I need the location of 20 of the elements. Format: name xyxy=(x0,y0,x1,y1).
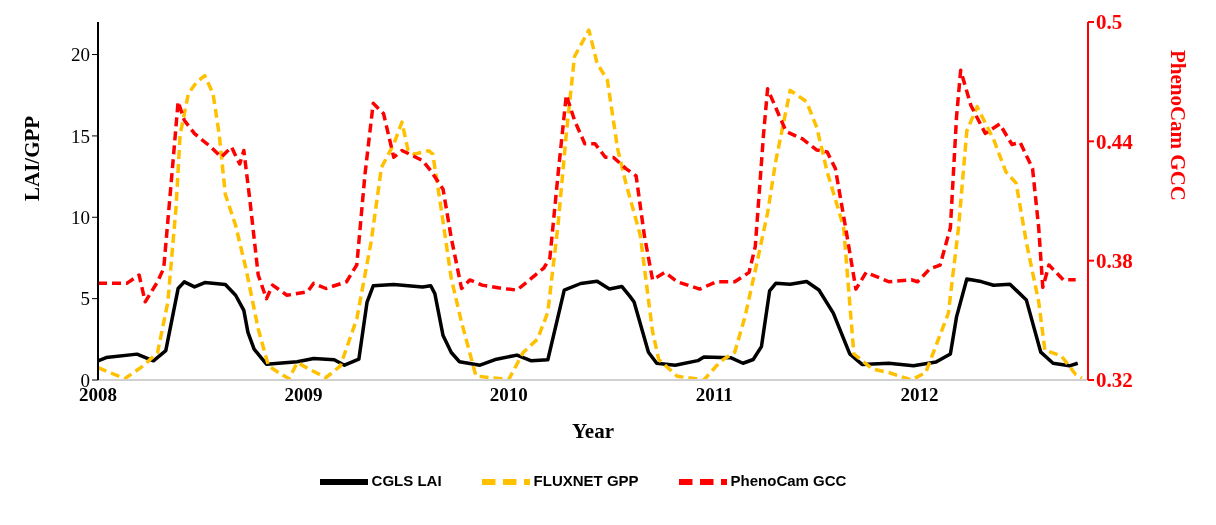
legend-label: FLUXNET GPP xyxy=(533,471,639,489)
x-tick-label: 2011 xyxy=(695,384,733,406)
legend-label: CGLS LAI xyxy=(371,471,442,489)
y2-tick-label: 0.5 xyxy=(1096,10,1123,35)
legend-label: PhenoCam GCC xyxy=(730,471,847,489)
y-tick-label: 15 xyxy=(71,125,90,147)
x-tick-label: 2010 xyxy=(489,384,528,406)
y2-tick-label: 0.32 xyxy=(1096,368,1133,393)
y2-tick-label: 0.38 xyxy=(1096,249,1133,274)
line-series xyxy=(98,28,1084,380)
y-axis-title: LAI/GPP xyxy=(20,115,45,201)
y2-axis-title: PhenoCam GCC xyxy=(1165,49,1190,201)
y2-tick-label: 0.44 xyxy=(1096,129,1134,154)
x-tick-label: 2012 xyxy=(900,384,939,406)
y-tick-label: 5 xyxy=(80,288,90,310)
x-tick-label: 2009 xyxy=(284,384,323,406)
x-axis-title: Year xyxy=(572,419,614,443)
y-tick-label: 20 xyxy=(71,44,90,66)
line-series xyxy=(98,68,1078,304)
y-tick-label: 10 xyxy=(71,207,90,229)
